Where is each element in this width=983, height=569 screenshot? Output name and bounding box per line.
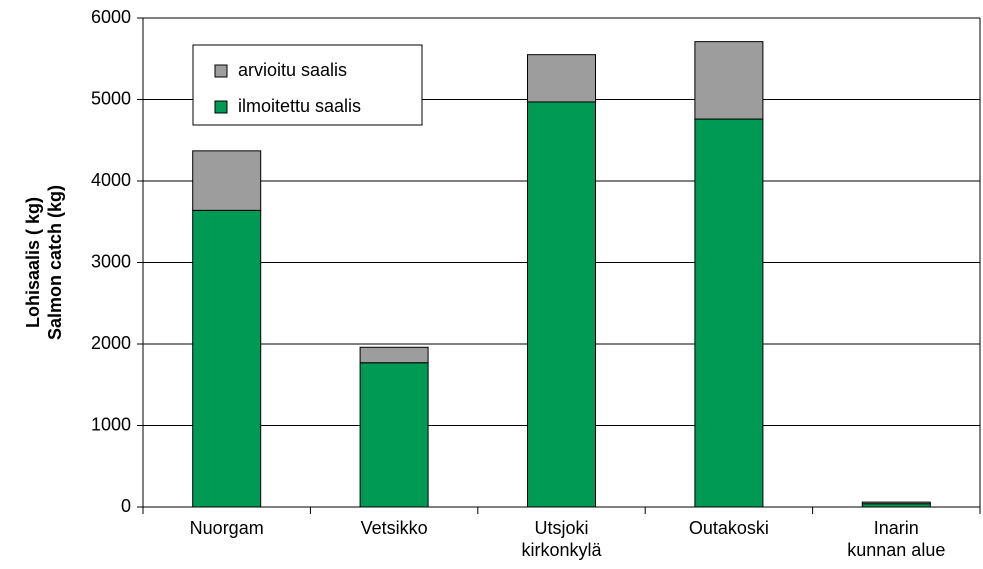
x-tick-label-line: Nuorgam [190,518,264,538]
bar-segment [359,346,429,364]
x-tick-label-line: Vetsikko [361,518,428,538]
y-tick-label: 1000 [91,414,131,434]
y-tick-label: 4000 [91,170,131,190]
legend-label: arvioitu saalis [238,60,347,80]
x-tick-label: Utsjoki kirkonkylä [521,518,602,560]
x-tick-label: Nuorgam [190,518,264,538]
legend-box [192,44,423,126]
legend-swatch [214,100,228,114]
bar-segment [861,501,931,505]
legend-label: ilmoitettu saalis [238,96,361,116]
y-axis-label-line: Lohisaalis ( kg) [23,197,43,328]
x-tick-label: Inarin kunnan alue [847,518,945,560]
bar-segment [694,118,764,508]
y-tick-label: 6000 [91,7,131,27]
bar-segment [527,54,596,103]
bar-segment [694,41,764,120]
legend-swatch [214,64,228,78]
y-axis-label-line: Salmon catch (kg) [45,185,65,340]
y-axis-label: Lohisaalis ( kg) Salmon catch (kg) [23,185,65,340]
bar-segment [359,362,429,508]
x-tick-label-line: kunnan alue [847,540,945,560]
bar-segment [192,209,262,508]
y-tick-label: 5000 [91,88,131,108]
x-tick-label-line: Inarin [874,518,919,538]
x-tick-label: Outakoski [689,518,769,538]
bar-segment [192,150,262,211]
bar-segment [527,101,596,508]
x-tick-label: Vetsikko [361,518,428,538]
x-tick-label-line: kirkonkylä [521,540,602,560]
x-tick-label-line: Utsjoki [534,518,588,538]
y-tick-label: 2000 [91,333,131,353]
y-tick-label: 3000 [91,251,131,271]
y-tick-label: 0 [121,496,131,516]
x-tick-label-line: Outakoski [689,518,769,538]
